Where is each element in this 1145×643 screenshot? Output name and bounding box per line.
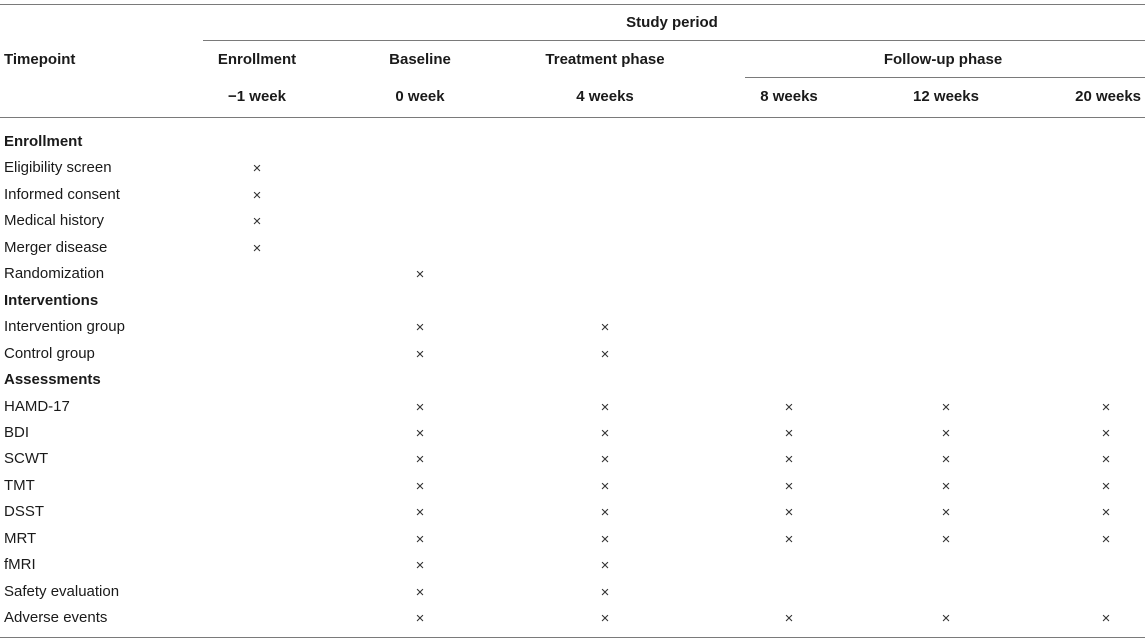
check-mark: × — [784, 424, 794, 442]
phase-followup: Follow-up phase — [883, 51, 1003, 68]
check-mark: × — [1101, 530, 1111, 548]
row-label: Adverse events — [4, 609, 108, 627]
check-mark: × — [784, 477, 794, 495]
check-mark: × — [415, 451, 425, 469]
check-mark: × — [600, 504, 610, 522]
check-mark: × — [600, 477, 610, 495]
check-mark: × — [784, 530, 794, 548]
check-mark: × — [600, 557, 610, 575]
check-mark: × — [784, 610, 794, 628]
row-label: Control group — [4, 344, 95, 362]
check-mark: × — [784, 504, 794, 522]
phase-treatment: Treatment phase — [545, 51, 665, 68]
check-mark: × — [941, 424, 951, 442]
check-mark: × — [1101, 424, 1111, 442]
check-mark: × — [252, 160, 262, 178]
row-label: HAMD-17 — [4, 397, 70, 415]
time-4-weeks: 4 weeks — [576, 88, 634, 105]
check-mark: × — [1101, 477, 1111, 495]
check-mark: × — [600, 424, 610, 442]
row-label: Safety evaluation — [4, 582, 120, 600]
row-label: Eligibility screen — [4, 159, 112, 177]
check-mark: × — [941, 504, 951, 522]
check-mark: × — [415, 345, 425, 363]
check-mark: × — [415, 319, 425, 337]
row-label: BDI — [4, 423, 30, 441]
time-0-week: 0 week — [395, 88, 445, 105]
check-mark: × — [600, 451, 610, 469]
time-8-weeks: 8 weeks — [760, 88, 818, 105]
time-minus-1-week: −1 week — [228, 88, 286, 105]
phase-enrollment: Enrollment — [217, 51, 297, 68]
row-label: Informed consent — [4, 185, 120, 203]
check-mark: × — [600, 345, 610, 363]
row-label: DSST — [4, 503, 45, 521]
row-label: MRT — [4, 529, 37, 547]
check-mark: × — [252, 186, 262, 204]
row-label: Merger disease — [4, 238, 108, 256]
section-heading: Assessments — [4, 371, 101, 389]
phase-baseline: Baseline — [389, 51, 451, 68]
time-12-weeks: 12 weeks — [913, 88, 979, 105]
check-mark: × — [784, 398, 794, 416]
check-mark: × — [252, 239, 262, 257]
check-mark: × — [1101, 451, 1111, 469]
check-mark: × — [600, 319, 610, 337]
followup-rule — [745, 77, 1145, 78]
check-mark: × — [1101, 610, 1111, 628]
check-mark: × — [415, 504, 425, 522]
check-mark: × — [941, 530, 951, 548]
check-mark: × — [415, 477, 425, 495]
check-mark: × — [941, 451, 951, 469]
timepoint-header: Timepoint — [4, 51, 76, 68]
section-heading: Enrollment — [4, 133, 83, 150]
check-mark: × — [415, 583, 425, 601]
header-bottom-rule — [0, 117, 1145, 118]
row-label: TMT — [4, 476, 35, 494]
check-mark: × — [600, 610, 610, 628]
check-mark: × — [600, 398, 610, 416]
check-mark: × — [1101, 398, 1111, 416]
time-20-weeks: 20 weeks — [1075, 88, 1141, 105]
check-mark: × — [784, 451, 794, 469]
check-mark: × — [415, 424, 425, 442]
check-mark: × — [415, 398, 425, 416]
check-mark: × — [415, 530, 425, 548]
check-mark: × — [941, 398, 951, 416]
row-label: SCWT — [4, 450, 49, 468]
check-mark: × — [941, 477, 951, 495]
check-mark: × — [252, 213, 262, 231]
check-mark: × — [600, 530, 610, 548]
check-mark: × — [415, 557, 425, 575]
top-rule — [0, 4, 1145, 5]
study-period-rule — [203, 40, 1145, 41]
check-mark: × — [415, 266, 425, 284]
check-mark: × — [600, 583, 610, 601]
check-mark: × — [415, 610, 425, 628]
row-label: Medical history — [4, 212, 105, 230]
row-label: Randomization — [4, 265, 105, 283]
section-heading: Interventions — [4, 291, 99, 309]
check-mark: × — [1101, 504, 1111, 522]
row-label: Intervention group — [4, 318, 125, 336]
study-period-header: Study period — [626, 14, 718, 31]
row-label: fMRI — [4, 556, 36, 574]
bottom-rule — [0, 637, 1145, 638]
check-mark: × — [941, 610, 951, 628]
